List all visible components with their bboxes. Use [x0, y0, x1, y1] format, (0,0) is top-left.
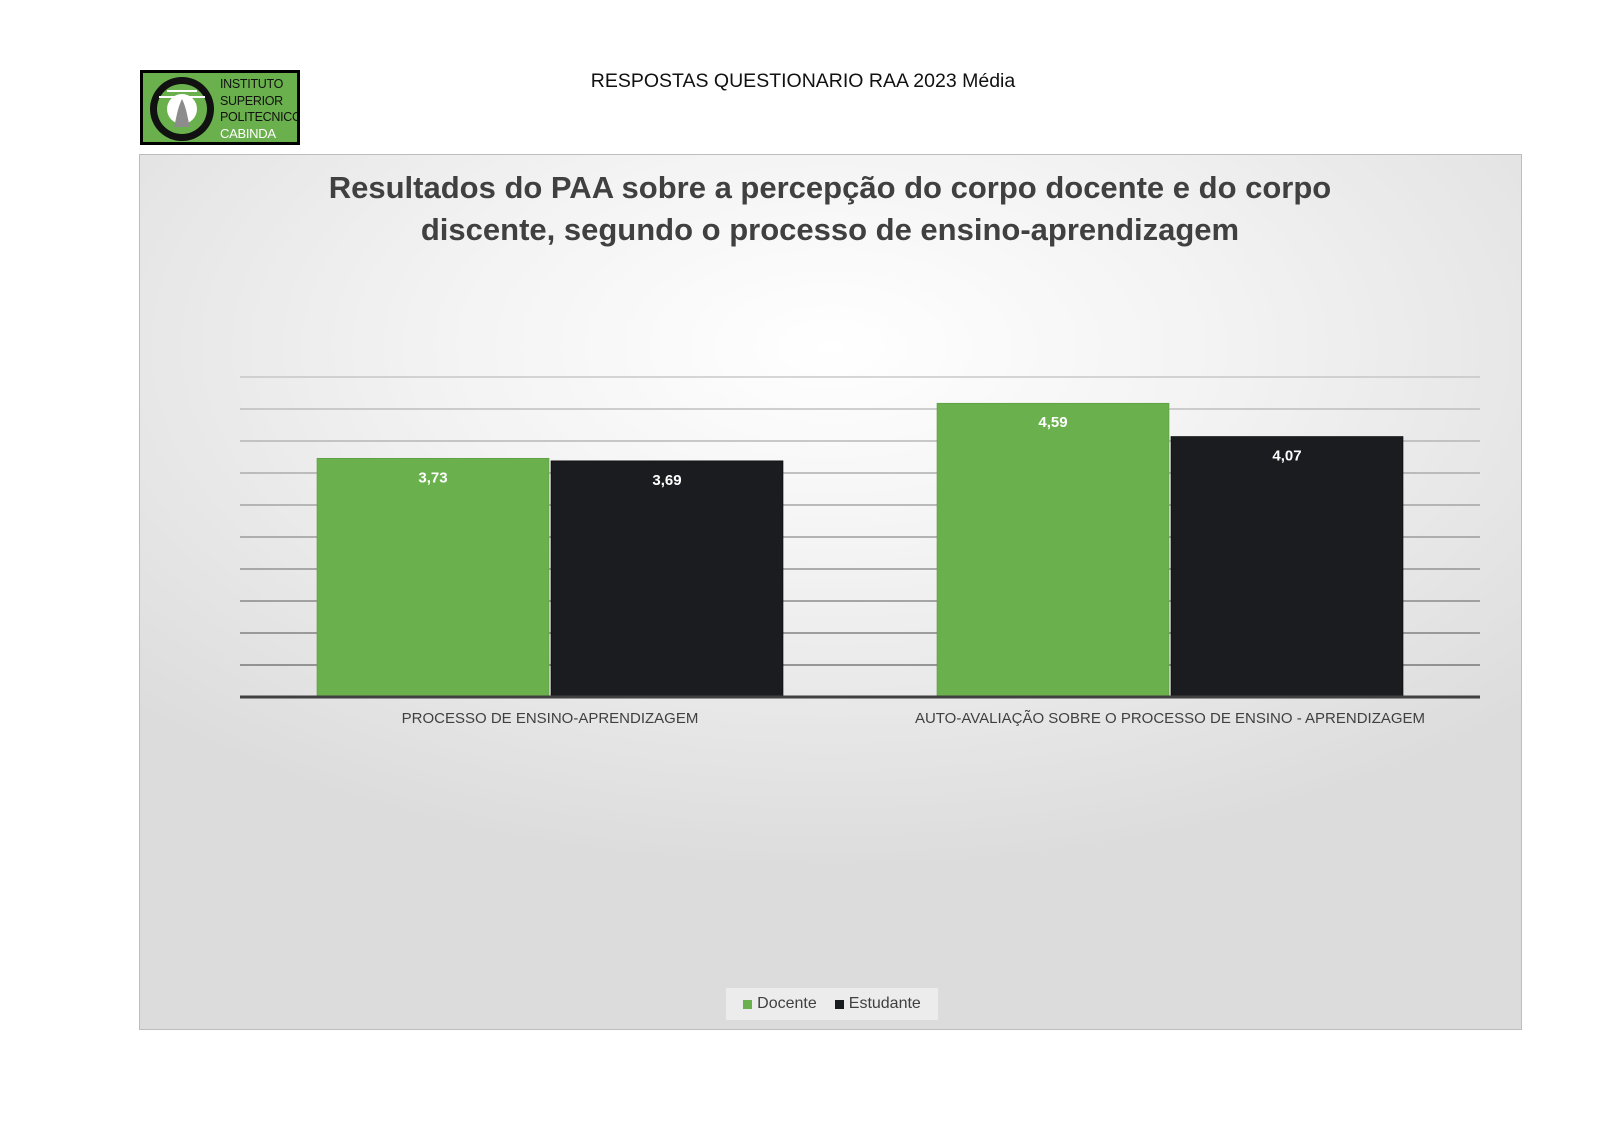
chart-title-line-1: Resultados do PAA sobre a percepção do c…: [328, 170, 1332, 205]
data-label: 3,73: [418, 469, 447, 486]
chart-panel: Resultados do PAA sobre a percepção do c…: [139, 154, 1522, 1030]
data-label: 3,69: [652, 472, 681, 489]
logo-line-1: INSTITUTO: [220, 77, 284, 91]
bar-docente-2: [936, 402, 1170, 698]
logo-text: INSTITUTO SUPERIOR POLITECNICO CABINDA: [220, 76, 300, 142]
chart-title-line-2: discente, segundo o processo de ensino-a…: [420, 212, 1240, 247]
legend-item-estudante: Estudante: [834, 995, 921, 1013]
bar-estudante-2: [1170, 436, 1404, 698]
data-label: 4,07: [1272, 448, 1301, 465]
category-label: PROCESSO DE ENSINO-APRENDIZAGEM: [402, 710, 699, 727]
bar-chart: 3,73 3,69 PROCESSO DE ENSINO-APRENDIZAGEM 4…: [240, 376, 1480, 727]
legend-label-docente: Docente: [757, 995, 817, 1012]
category-label: AUTO-AVALIAÇÃO SOBRE O PROCESSO DE ENSIN…: [915, 710, 1425, 727]
logo-line-4: CABINDA: [220, 125, 276, 141]
data-label: 4,59: [1038, 414, 1067, 431]
page-header: RESPOSTAS QUESTIONARIO RAA 2023 Média: [590, 70, 1016, 92]
logo-line-3: POLITECNICO: [220, 110, 300, 124]
bar-estudante-1: [550, 460, 784, 698]
legend-label-estudante: Estudante: [848, 995, 921, 1012]
chart-legend: Docente Estudante: [726, 988, 938, 1020]
legend-item-docente: Docente: [743, 995, 817, 1013]
tree-emblem-icon: [150, 77, 214, 141]
logo-line-2: SUPERIOR: [220, 93, 283, 108]
legend-swatch-estudante: [834, 999, 844, 1009]
legend-swatch-docente: [743, 999, 753, 1009]
bar-docente-1: [316, 457, 550, 698]
chart-title: Resultados do PAA sobre a percepção do c…: [200, 167, 1460, 251]
institute-logo: INSTITUTO SUPERIOR POLITECNICO CABINDA: [140, 70, 300, 145]
